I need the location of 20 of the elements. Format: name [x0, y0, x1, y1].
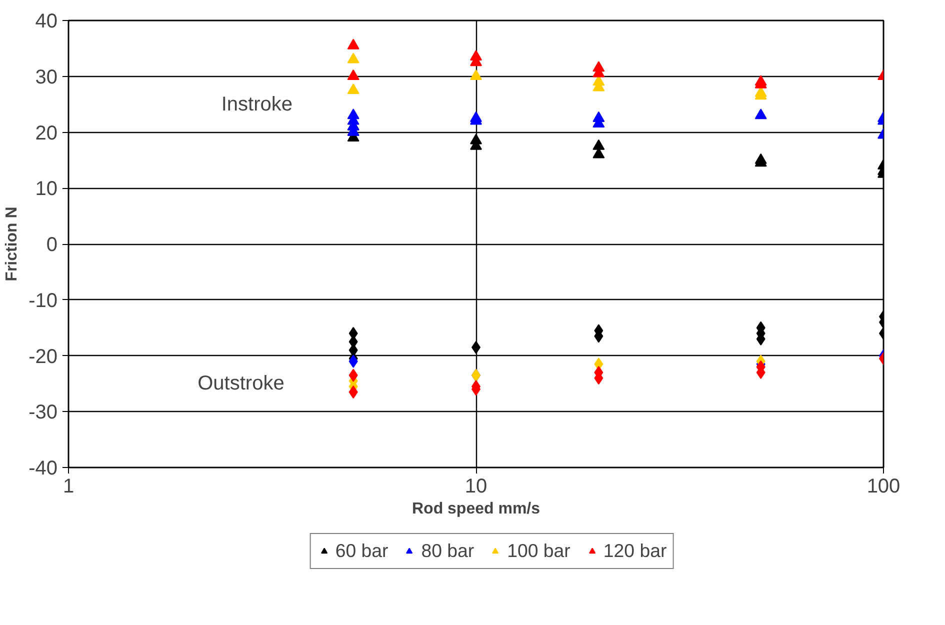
y-tick-label: -30 — [28, 402, 58, 424]
annotation: Outstroke — [198, 372, 284, 395]
y-tick-label: -40 — [28, 458, 58, 480]
legend-label: 100 bar — [507, 540, 570, 562]
x-tick-label: 1 — [62, 476, 74, 498]
y-axis-title: Friction N — [4, 206, 21, 282]
y-tick-label: 30 — [35, 66, 58, 88]
y-tick-label: 20 — [35, 122, 58, 144]
legend-label: 80 bar — [421, 540, 474, 562]
y-tick-label: -20 — [28, 346, 58, 368]
legend-label: 120 bar — [603, 540, 667, 562]
y-tick-label: 0 — [46, 234, 58, 256]
legend-label: 60 bar — [335, 540, 388, 562]
y-tick-label: 10 — [35, 178, 58, 200]
x-axis-title: Rod speed mm/s — [412, 500, 540, 518]
x-tick-label: 100 — [866, 476, 900, 498]
y-tick-label: -10 — [28, 290, 58, 312]
y-tick-label: 40 — [35, 10, 58, 32]
x-tick-label: 10 — [464, 476, 488, 498]
annotation: Instroke — [221, 93, 293, 116]
